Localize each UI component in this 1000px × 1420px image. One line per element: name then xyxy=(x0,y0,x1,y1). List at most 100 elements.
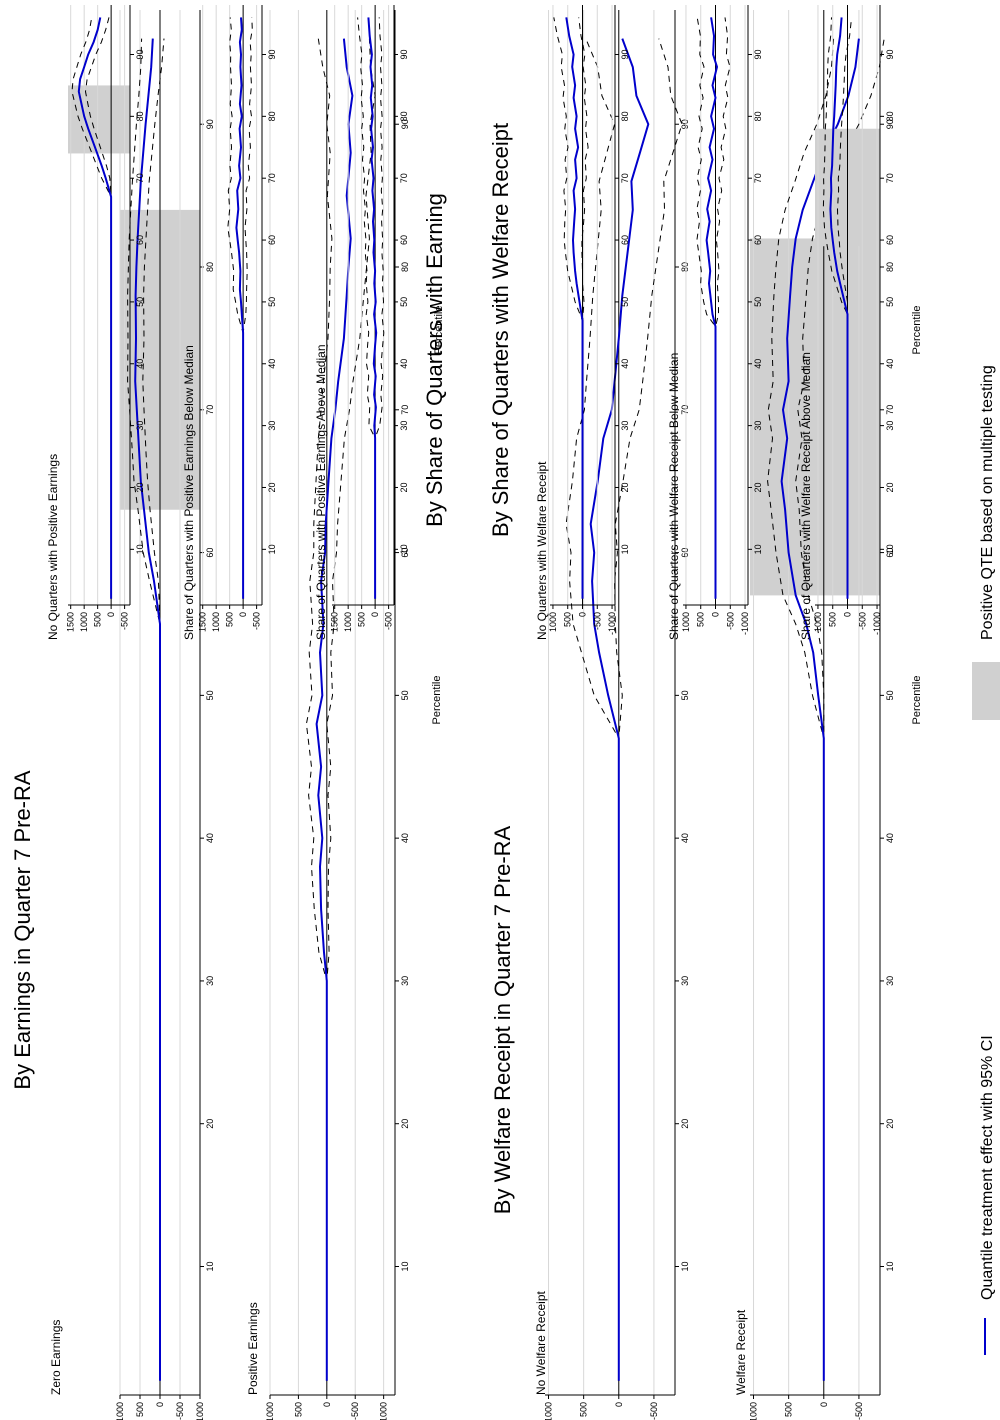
y-tick-label: 1000 xyxy=(265,1402,275,1420)
plots-layer: -1000-50005001000102030405060708090Zero … xyxy=(46,5,895,1420)
x-tick-label: 80 xyxy=(885,111,895,121)
panel-title: Share of Quarters with Welfare Receipt A… xyxy=(799,352,813,640)
y-tick-label: 500 xyxy=(135,1402,145,1417)
y-tick-label: -1000 xyxy=(379,1402,389,1420)
x-tick-label: 80 xyxy=(399,111,409,121)
y-tick-label: 0 xyxy=(819,1402,829,1407)
x-tick-label: 60 xyxy=(205,548,215,558)
x-tick-label: 90 xyxy=(135,49,145,59)
shade-region xyxy=(750,238,880,596)
x-tick-label: 60 xyxy=(620,235,630,245)
x-tick-label: 10 xyxy=(885,544,895,554)
panel-d1: -1000 -500 0 500 1000 10 20 30 40 50 60 70 80 90 No Qu… xyxy=(535,5,630,640)
panel-title: Zero Earnings xyxy=(49,1320,63,1395)
x-tick-label: 10 xyxy=(205,1261,215,1271)
x-tick-label: 60 xyxy=(885,548,895,558)
y-tick-label: 0 xyxy=(843,612,853,617)
x-tick-label: 60 xyxy=(753,235,763,245)
x-tick-label: 80 xyxy=(267,111,277,121)
y-tick-label: 1000 xyxy=(813,612,823,632)
y-tick-label: 500 xyxy=(293,1402,303,1417)
panel-a2: -1000-50005001000102030405060708090Posit… xyxy=(246,10,410,1420)
qte-series-line xyxy=(705,17,719,599)
x-tick-label: 70 xyxy=(885,405,895,415)
x-tick-label: 40 xyxy=(399,359,409,369)
legend-shade-label: Positive QTE based on multiple testing xyxy=(979,365,996,640)
x-tick-label: 30 xyxy=(885,976,895,986)
x-tick-label: 40 xyxy=(753,359,763,369)
y-tick-label: -500 xyxy=(175,1402,185,1420)
x-tick-label: 30 xyxy=(620,421,630,431)
y-tick-label: -500 xyxy=(252,612,262,630)
x-tick-label: 70 xyxy=(135,173,145,183)
x-tick-label: 90 xyxy=(205,119,215,129)
panel-title: Positive Earnings xyxy=(246,1302,260,1395)
ci-upper-line xyxy=(71,17,112,599)
y-tick-label: 500 xyxy=(225,612,235,627)
x-tick-label: 30 xyxy=(267,421,277,431)
qte-series-line xyxy=(829,17,849,599)
x-tick-label: 30 xyxy=(885,421,895,431)
panel-title: Welfare Receipt xyxy=(734,1309,748,1395)
x-tick-label: 90 xyxy=(753,49,763,59)
x-tick-label: 40 xyxy=(680,833,690,843)
y-tick-label: -500 xyxy=(384,612,394,630)
qte-series-line xyxy=(315,38,354,1381)
x-tick-label: 30 xyxy=(135,421,145,431)
group-title-share-earning: By Share of Quarters with Earning xyxy=(422,193,447,527)
legend-line-label: Quantile treatment effect with 95% CI xyxy=(979,1035,996,1300)
x-tick-label: 40 xyxy=(135,359,145,369)
y-tick-label: 1000 xyxy=(544,1402,554,1420)
axis-label-percentile-b: Percentile xyxy=(433,306,445,355)
qte-series-line xyxy=(589,38,650,1381)
qte-series-line xyxy=(134,38,161,1381)
x-tick-label: 70 xyxy=(400,405,410,415)
x-tick-label: 90 xyxy=(399,49,409,59)
y-tick-label: 1000 xyxy=(681,612,691,632)
x-tick-label: 20 xyxy=(680,1119,690,1129)
group-title-earnings-q7: By Earnings in Quarter 7 Pre-RA xyxy=(10,770,35,1089)
y-tick-label: 500 xyxy=(828,612,838,627)
qte-series-line xyxy=(367,17,378,599)
x-tick-label: 20 xyxy=(267,482,277,492)
y-tick-label: 1000 xyxy=(115,1402,125,1420)
x-tick-label: 40 xyxy=(400,833,410,843)
x-tick-label: 50 xyxy=(400,690,410,700)
x-tick-label: 40 xyxy=(267,359,277,369)
y-tick-label: 0 xyxy=(370,612,380,617)
panel-title: Share of Quarters with Positive Earnings… xyxy=(182,345,196,640)
legend-shade-swatch xyxy=(972,662,1000,720)
x-tick-label: 10 xyxy=(400,1261,410,1271)
y-tick-label: 0 xyxy=(106,612,116,617)
y-tick-label: -1000 xyxy=(740,612,750,635)
x-tick-label: 80 xyxy=(135,111,145,121)
panel-title: No Quarters with Positive Earnings xyxy=(46,454,60,640)
axis-label-percentile-c: Percentile xyxy=(911,676,923,725)
x-tick-label: 10 xyxy=(620,544,630,554)
y-tick-label: 1000 xyxy=(79,612,89,632)
y-tick-label: 500 xyxy=(784,1402,794,1417)
group-title-welfare-q7: By Welfare Receipt in Quarter 7 Pre-RA xyxy=(490,825,515,1214)
x-tick-label: 50 xyxy=(620,297,630,307)
qte-series-line xyxy=(235,17,245,599)
x-tick-label: 40 xyxy=(885,833,895,843)
y-tick-label: 1500 xyxy=(66,612,76,632)
legend: Quantile treatment effect with 95% CI Po… xyxy=(972,365,1000,1355)
y-tick-label: 0 xyxy=(322,1402,332,1407)
x-tick-label: 80 xyxy=(753,111,763,121)
y-tick-label: 0 xyxy=(578,612,588,617)
x-tick-label: 70 xyxy=(885,173,895,183)
x-tick-label: 90 xyxy=(620,49,630,59)
ci-lower-line xyxy=(84,17,112,599)
x-tick-label: 80 xyxy=(885,262,895,272)
panel-title: No Quarters with Welfare Receipt xyxy=(535,461,549,640)
x-tick-label: 10 xyxy=(135,544,145,554)
x-tick-label: 10 xyxy=(680,1261,690,1271)
x-tick-label: 50 xyxy=(399,297,409,307)
x-tick-label: 60 xyxy=(399,235,409,245)
x-tick-label: 70 xyxy=(205,405,215,415)
x-tick-label: 50 xyxy=(885,297,895,307)
x-tick-label: 30 xyxy=(680,976,690,986)
x-tick-label: 60 xyxy=(400,548,410,558)
y-tick-label: -500 xyxy=(120,612,130,630)
